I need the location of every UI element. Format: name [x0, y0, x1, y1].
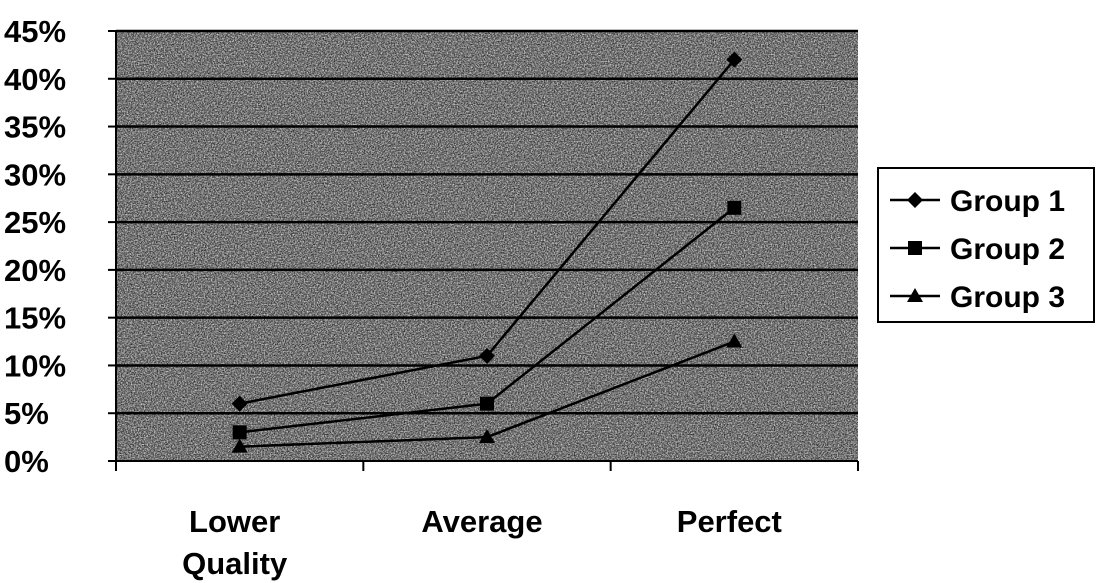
- series-layer: [231, 51, 743, 453]
- y-axis: 0% 5% 10% 15% 20% 25% 30% 35% 40% 45%: [4, 14, 117, 479]
- legend-entry: Group 1: [890, 185, 1065, 218]
- legend: Group 1 Group 2 Group 3: [877, 167, 1095, 323]
- plot-area: [116, 31, 858, 461]
- x-axis: Lower Quality Average Perfect: [115, 460, 859, 581]
- y-tick-label: 10%: [4, 348, 66, 383]
- data-point: [727, 200, 742, 215]
- legend-marker: [908, 241, 922, 255]
- legend-items: Group 1 Group 2 Group 3: [890, 185, 1065, 314]
- x-tick-label: Average: [421, 504, 542, 539]
- y-tick-label: 45%: [4, 14, 66, 49]
- series-3: [231, 333, 743, 453]
- y-tick-label: 15%: [4, 301, 66, 336]
- y-tick-label: 40%: [4, 62, 66, 97]
- series-1: [231, 51, 743, 412]
- x-tick-label: Quality: [182, 546, 288, 581]
- legend-marker: [907, 192, 923, 208]
- data-point: [479, 429, 495, 444]
- x-tick-label: Lower: [189, 504, 280, 539]
- data-point: [231, 395, 248, 412]
- data-point: [726, 333, 743, 348]
- legend-label: Group 3: [950, 281, 1065, 314]
- data-point: [232, 425, 247, 440]
- y-tick-label: 5%: [4, 396, 49, 431]
- data-point: [231, 438, 248, 453]
- y-tick-label: 30%: [4, 157, 66, 192]
- data-point: [726, 51, 743, 68]
- gridlines: [116, 29, 858, 415]
- legend-entry: Group 3: [890, 281, 1065, 314]
- series-2: [232, 200, 742, 440]
- x-tick-label: Perfect: [677, 504, 782, 539]
- data-point: [480, 396, 494, 411]
- data-point: [479, 347, 495, 364]
- y-tick-label: 20%: [4, 253, 66, 288]
- y-tick-label: 0%: [4, 444, 49, 479]
- legend-marker: [907, 288, 923, 302]
- y-tick-label: 25%: [4, 205, 66, 240]
- legend-label: Group 1: [950, 185, 1065, 218]
- legend-label: Group 2: [950, 233, 1065, 266]
- legend-entry: Group 2: [890, 233, 1065, 266]
- y-tick-label: 35%: [4, 110, 66, 145]
- plot-texture-light: [116, 31, 858, 461]
